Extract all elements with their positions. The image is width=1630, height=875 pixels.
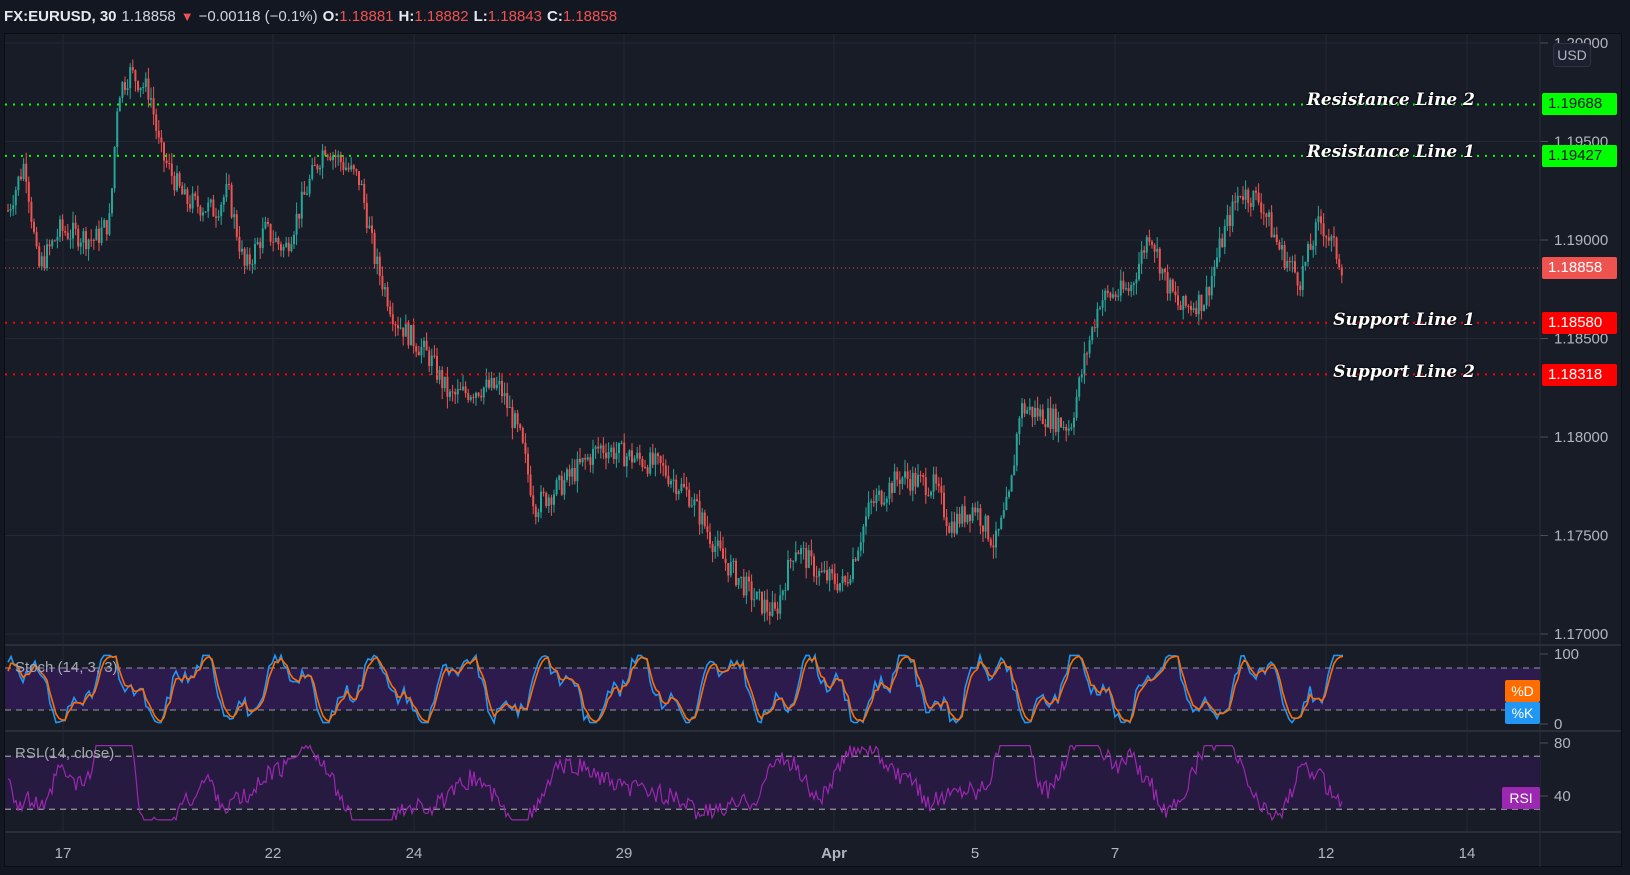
stoch-k-line bbox=[7, 652, 1344, 725]
rsi-line bbox=[7, 744, 1343, 822]
price-axis-tick: 1.18000 bbox=[1554, 429, 1608, 446]
open-label: O: bbox=[322, 7, 340, 25]
current-price-tag: 1.18858 bbox=[1542, 257, 1617, 279]
time-axis-tick: 24 bbox=[406, 845, 423, 862]
resistance-line-2-price-tag: 1.19688 bbox=[1542, 93, 1617, 115]
support-line-2-price-tag: 1.18318 bbox=[1542, 364, 1617, 386]
low-label: L: bbox=[473, 7, 488, 25]
time-axis-tick: 14 bbox=[1459, 845, 1476, 862]
close-value: 1.18858 bbox=[562, 7, 618, 25]
support-line-1-price-tag: 1.18580 bbox=[1542, 312, 1617, 334]
stoch-k-tag: %K bbox=[1505, 702, 1540, 724]
resistance-line-2-label: Resistance Line 2 bbox=[1306, 90, 1475, 110]
time-axis-tick: Apr bbox=[821, 845, 847, 862]
price-axis-tick: 1.19000 bbox=[1554, 232, 1608, 249]
low-value: 1.18843 bbox=[487, 7, 542, 25]
rsi-axis-tick: 80 bbox=[1554, 735, 1571, 752]
time-axis-tick: 29 bbox=[616, 845, 633, 862]
time-axis-tick: 12 bbox=[1318, 845, 1335, 862]
support-line-1-label: Support Line 1 bbox=[1333, 310, 1475, 330]
currency-badge[interactable]: USD bbox=[1553, 43, 1591, 67]
time-axis-tick: 17 bbox=[55, 845, 72, 862]
resistance-line-1-price-tag: 1.19427 bbox=[1542, 145, 1617, 167]
last-price: 1.18858 bbox=[121, 7, 176, 25]
stoch-d-tag: %D bbox=[1505, 680, 1540, 702]
support-line-2-label: Support Line 2 bbox=[1333, 362, 1475, 382]
price-axis-tick: 1.17500 bbox=[1554, 528, 1608, 545]
symbol-legend: FX:EURUSD, 30 1.18858 ▼ −0.00118 (−0.1%)… bbox=[4, 5, 617, 27]
stoch-title[interactable]: Stoch (14, 3, 3) bbox=[15, 659, 118, 676]
high-value: 1.18882 bbox=[414, 7, 469, 25]
stoch-axis-tick: 100 bbox=[1554, 646, 1579, 663]
rsi-band bbox=[5, 756, 1540, 810]
rsi-tag: RSI bbox=[1502, 787, 1540, 809]
open-value: 1.18881 bbox=[339, 7, 394, 25]
symbol-name[interactable]: FX:EURUSD, 30 bbox=[4, 7, 117, 25]
price-axis-tick: 1.17000 bbox=[1554, 626, 1608, 643]
time-axis-tick: 5 bbox=[971, 845, 979, 862]
stoch-axis-tick: 0 bbox=[1554, 716, 1562, 733]
time-axis-tick: 7 bbox=[1111, 845, 1119, 862]
rsi-title[interactable]: RSI (14, close) bbox=[15, 745, 115, 762]
triangle-down-icon: ▼ bbox=[180, 8, 194, 24]
resistance-line-1-label: Resistance Line 1 bbox=[1306, 142, 1475, 162]
time-axis-tick: 22 bbox=[265, 845, 282, 862]
price-axis-tick: 1.18500 bbox=[1554, 331, 1608, 348]
close-label: C: bbox=[547, 7, 563, 25]
stoch-d-line bbox=[7, 655, 1344, 723]
price-change: −0.00118 (−0.1%) bbox=[198, 7, 318, 25]
chart-frame[interactable] bbox=[4, 33, 1622, 867]
candlestick-series bbox=[7, 59, 1343, 625]
high-label: H: bbox=[398, 7, 415, 25]
rsi-axis-tick: 40 bbox=[1554, 788, 1571, 805]
